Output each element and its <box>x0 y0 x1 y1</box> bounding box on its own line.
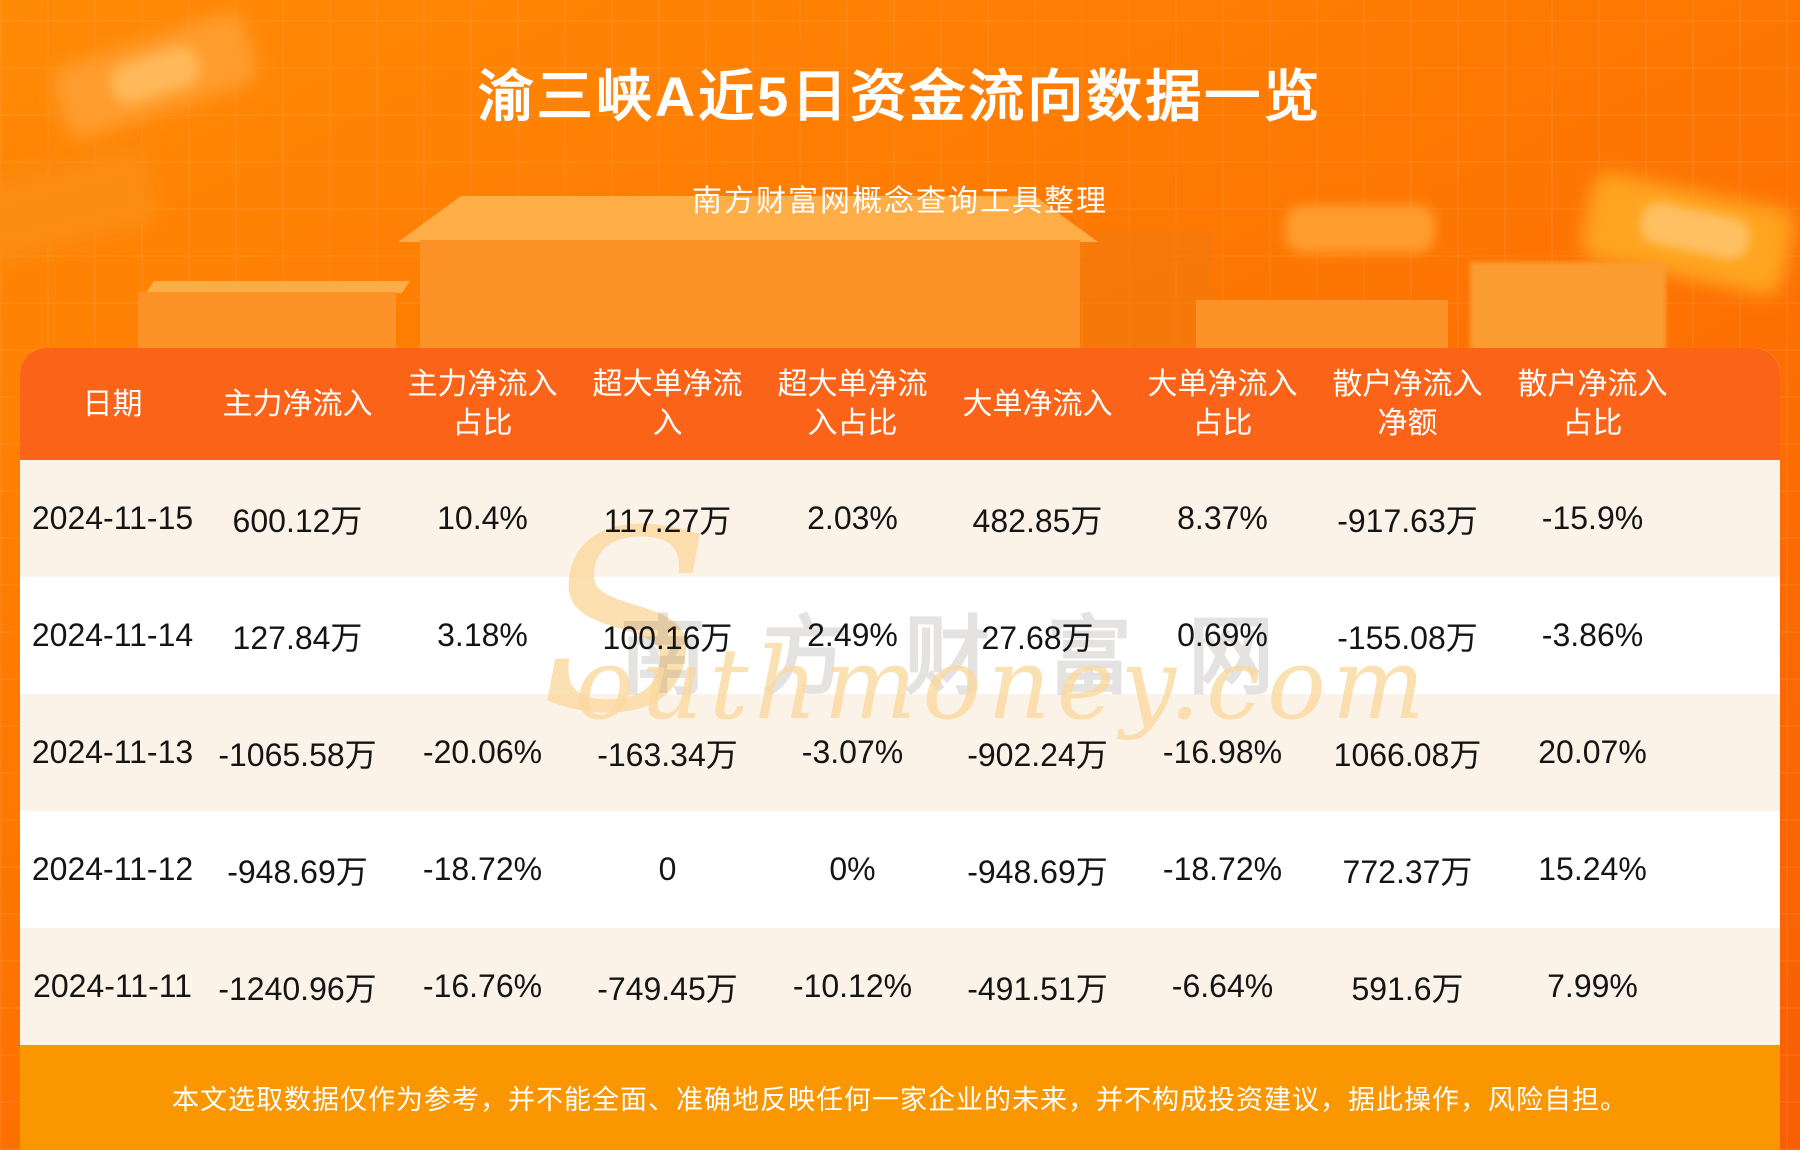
table-cell: 0 <box>658 851 677 887</box>
table-cell: -20.06% <box>422 734 543 770</box>
decor-podium-right-block <box>1470 262 1666 352</box>
column-header-xl-order-net-inflow: 超大单净流 入 <box>592 368 743 440</box>
table-cell: -917.63万 <box>1337 502 1478 539</box>
disclaimer-text: 本文选取数据仅作为参考，并不能全面、准确地反映任何一家企业的未来，并不构成投资建… <box>172 1085 1628 1115</box>
table-cell: 117.27万 <box>603 502 732 539</box>
table-cell: -902.24万 <box>967 736 1108 773</box>
column-header-xl-order-net-inflow-ratio: 超大单净流 入占比 <box>777 368 928 440</box>
table-cell: 2024-11-11 <box>33 968 192 1004</box>
decor-podium-center-top <box>398 196 1098 242</box>
table-cell: 3.18% <box>437 617 528 653</box>
table-cell: 591.6万 <box>1351 970 1464 1007</box>
table-cell: -10.12% <box>792 968 913 1004</box>
table-cell: -163.34万 <box>597 736 738 773</box>
disclaimer-bar: 本文选取数据仅作为参考，并不能全面、准确地反映任何一家企业的未来，并不构成投资建… <box>20 1045 1780 1150</box>
column-header-date: 日期 <box>82 387 143 421</box>
decor-glow-right-mid <box>1285 205 1435 253</box>
table-cell: -16.76% <box>422 968 543 1004</box>
table-cell: 7.99% <box>1547 968 1638 1004</box>
table-cell: 2024-11-15 <box>31 500 194 536</box>
table-cell: 127.84万 <box>232 619 363 656</box>
table-cell: 8.37% <box>1177 500 1268 536</box>
table-row: 2024-11-11 -1240.96万 -16.76% -749.45万 -1… <box>20 928 1780 1045</box>
decor-podium-right-front <box>1196 300 1448 352</box>
table-cell: -1240.96万 <box>218 970 377 1007</box>
table-row: 2024-11-15 600.12万 10.4% 117.27万 2.03% 4… <box>20 460 1780 577</box>
table-row: 2024-11-12 -948.69万 -18.72% 0 0% -948.69… <box>20 811 1780 928</box>
data-table-card: 日期 主力净流入 主力净流入 占比 超大单净流 入 超大单净流 入占比 大单净流… <box>20 348 1780 1150</box>
table-cell: 100.16万 <box>602 619 733 656</box>
table-cell: 772.37万 <box>1342 853 1473 890</box>
table-cell: -749.45万 <box>597 970 738 1007</box>
table-cell: 2024-11-12 <box>31 851 194 887</box>
table-cell: -948.69万 <box>227 853 368 890</box>
table-cell: -6.64% <box>1171 968 1274 1004</box>
page-title: 渝三峡A近5日资金流向数据一览 <box>477 65 1323 128</box>
decor-podium-left-front <box>138 292 396 352</box>
column-header-retail-net-inflow-ratio: 散户净流入 占比 <box>1517 368 1668 440</box>
table-header-row: 日期 主力净流入 主力净流入 占比 超大单净流 入 超大单净流 入占比 大单净流… <box>20 348 1780 460</box>
table-cell: -18.72% <box>422 851 543 887</box>
decor-podium-center-front <box>420 240 1080 352</box>
table-cell: -16.98% <box>1162 734 1283 770</box>
column-header-large-order-net-inflow-ratio: 大单净流入 占比 <box>1147 368 1298 440</box>
table-cell: -18.72% <box>1162 851 1283 887</box>
column-header-main-net-inflow: 主力净流入 <box>222 387 373 421</box>
table-cell: 27.68万 <box>981 619 1094 656</box>
table-cell: -948.69万 <box>967 853 1108 890</box>
table-cell: 20.07% <box>1538 734 1647 770</box>
table-cell: -15.9% <box>1541 500 1644 536</box>
table-cell: -3.07% <box>801 734 904 770</box>
table-cell: -1065.58万 <box>218 736 377 773</box>
column-header-retail-net-inflow-amount: 散户净流入 净额 <box>1332 368 1483 440</box>
page-subtitle: 南方财富网概念查询工具整理 <box>692 185 1108 218</box>
table-cell: 2024-11-13 <box>31 734 194 770</box>
table-cell: 1066.08万 <box>1333 736 1482 773</box>
table-cell: 0.69% <box>1177 617 1268 653</box>
table-row: 2024-11-14 127.84万 3.18% 100.16万 2.49% 2… <box>20 577 1780 694</box>
column-header-large-order-net-inflow: 大单净流入 <box>962 387 1113 421</box>
table-row: 2024-11-13 -1065.58万 -20.06% -163.34万 -3… <box>20 694 1780 811</box>
table-cell: 2.03% <box>807 500 898 536</box>
table-cell: 482.85万 <box>972 502 1103 539</box>
table-cell: -3.86% <box>1541 617 1644 653</box>
table-cell: 10.4% <box>437 500 528 536</box>
table-cell: 600.12万 <box>232 502 363 539</box>
column-header-main-net-inflow-ratio: 主力净流入 占比 <box>407 368 558 440</box>
table-cell: -155.08万 <box>1337 619 1478 656</box>
table-cell: 2024-11-14 <box>31 617 194 653</box>
table-cell: 0% <box>829 851 876 887</box>
table-cell: -491.51万 <box>967 970 1108 1007</box>
table-cell: 2.49% <box>807 617 898 653</box>
table-cell: 15.24% <box>1538 851 1647 887</box>
